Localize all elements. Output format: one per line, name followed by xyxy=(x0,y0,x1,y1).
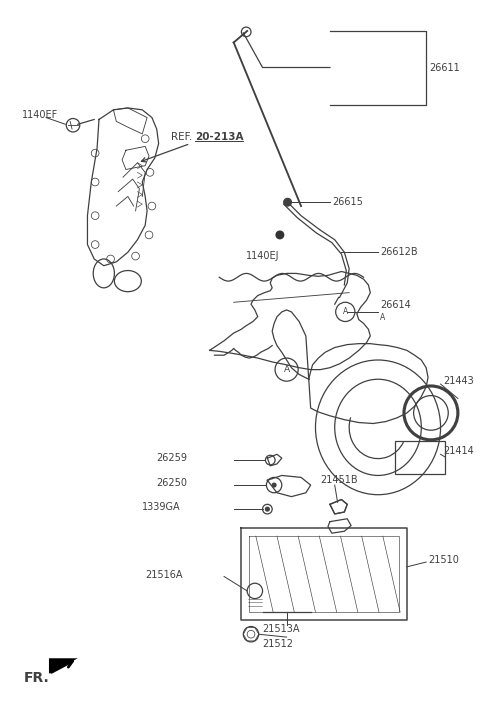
Text: A: A xyxy=(380,313,385,322)
Text: A: A xyxy=(343,307,348,316)
Text: 26615: 26615 xyxy=(332,197,363,207)
Text: 1339GA: 1339GA xyxy=(142,503,181,512)
Text: 21512: 21512 xyxy=(263,639,294,649)
Text: 21451B: 21451B xyxy=(320,475,358,485)
Text: 26611: 26611 xyxy=(429,63,460,73)
Text: 1140EJ: 1140EJ xyxy=(246,251,279,261)
Bar xyxy=(396,441,445,474)
Text: 21513A: 21513A xyxy=(263,624,300,634)
Text: 21443: 21443 xyxy=(444,376,474,386)
Text: 26250: 26250 xyxy=(157,478,188,488)
Circle shape xyxy=(276,231,284,239)
Text: 21414: 21414 xyxy=(444,446,474,456)
Circle shape xyxy=(265,507,269,511)
Text: A: A xyxy=(284,365,289,374)
Text: 1140EF: 1140EF xyxy=(22,109,58,120)
Text: 20-213A: 20-213A xyxy=(195,132,244,142)
Circle shape xyxy=(284,198,291,206)
Text: 21510: 21510 xyxy=(428,555,459,565)
Text: 26612B: 26612B xyxy=(380,247,418,257)
Polygon shape xyxy=(49,658,78,674)
Text: REF.: REF. xyxy=(171,132,192,142)
Text: 21516A: 21516A xyxy=(145,570,183,580)
Circle shape xyxy=(272,483,276,487)
Text: 26614: 26614 xyxy=(380,300,411,310)
Text: 26259: 26259 xyxy=(157,453,188,463)
Text: FR.: FR. xyxy=(24,670,50,685)
